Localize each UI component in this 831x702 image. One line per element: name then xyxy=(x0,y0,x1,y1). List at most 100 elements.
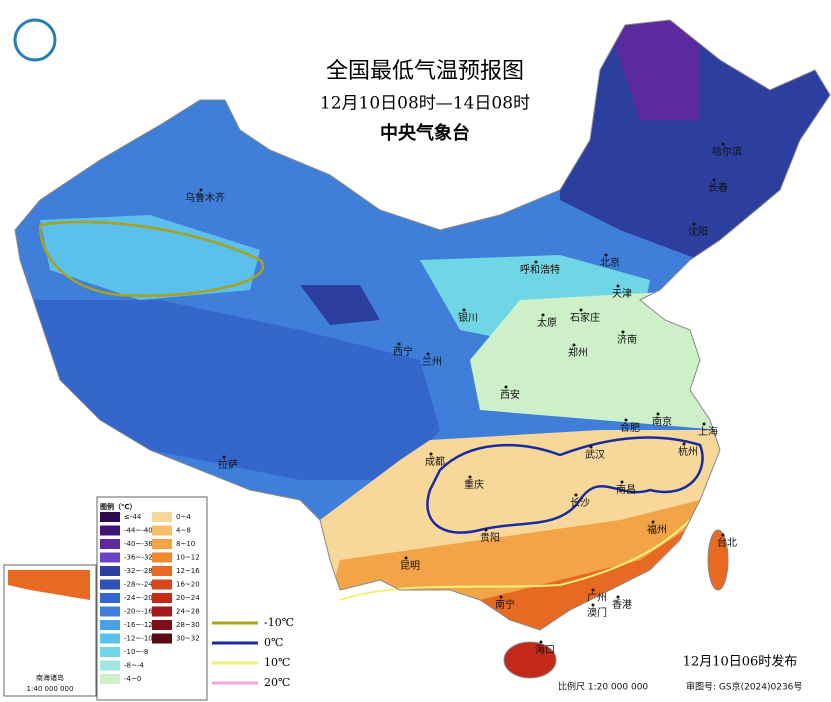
city-dot xyxy=(468,475,472,479)
legend-swatch xyxy=(100,539,120,549)
legend-label: ≤-44 xyxy=(124,513,142,521)
city-label: 长沙 xyxy=(570,497,590,509)
city-dot xyxy=(616,595,620,599)
city-label: 广州 xyxy=(587,592,607,604)
city-dot xyxy=(721,142,725,146)
legend-label: -24~-20 xyxy=(124,594,153,602)
city-label: 海口 xyxy=(535,643,555,656)
city-dot xyxy=(199,188,203,192)
legend-swatch xyxy=(100,566,120,576)
isotherm-label: -10℃ xyxy=(264,616,294,629)
legend-swatch xyxy=(152,512,172,522)
city-label: 石家庄 xyxy=(570,311,600,324)
isotherm-legend-box xyxy=(208,615,300,700)
release-time: 12月10日06时发布 xyxy=(683,654,798,670)
city-dot xyxy=(504,385,508,389)
isotherm-label: 0℃ xyxy=(264,636,283,649)
legend-label: -4~0 xyxy=(124,675,141,683)
legend-label: 30~32 xyxy=(176,635,200,643)
inset-title: 南海诸岛 xyxy=(36,673,64,682)
city-label: 香港 xyxy=(612,599,632,611)
legend-label: 8~10 xyxy=(176,540,195,548)
legend-label: 10~12 xyxy=(176,554,200,562)
isotherm-label: 20℃ xyxy=(264,676,290,689)
city-dot xyxy=(620,480,624,484)
legend-swatch xyxy=(152,579,172,590)
legend-label: 12~16 xyxy=(176,567,200,575)
city-label: 呼和浩特 xyxy=(520,264,560,276)
subtitle: 12月10日08时—14日08时 xyxy=(320,94,530,114)
city-label: 南宁 xyxy=(495,598,515,611)
legend-swatch xyxy=(100,512,120,522)
city-dot xyxy=(499,595,503,599)
city-label: 沈阳 xyxy=(688,225,708,238)
city-label: 拉萨 xyxy=(218,458,238,471)
city-label: 上海 xyxy=(698,425,718,438)
legend-label: 28~30 xyxy=(176,621,200,629)
city-dot xyxy=(429,452,433,456)
city-label: 银川 xyxy=(458,311,478,324)
agency: 中央气象台 xyxy=(380,122,470,144)
city-dot xyxy=(692,222,696,226)
city-dot xyxy=(721,533,725,537)
city-dot xyxy=(621,330,625,334)
legend-swatch xyxy=(100,606,120,617)
legend-label: 24~28 xyxy=(176,608,200,616)
legend-label: -20~-16 xyxy=(124,608,153,616)
city-dot xyxy=(651,520,655,524)
city-label: 太原 xyxy=(537,316,557,329)
city-label: 长春 xyxy=(708,182,728,194)
legend-label: -32~-28 xyxy=(124,567,153,575)
city-dot xyxy=(579,308,583,312)
city-label: 兰州 xyxy=(422,355,442,368)
city-dot xyxy=(616,284,620,288)
city-label: 西安 xyxy=(500,388,520,401)
legend-label: -16~-12 xyxy=(124,621,153,629)
hainan xyxy=(503,641,557,679)
approval: 审图号: GS京(2024)0236号 xyxy=(686,681,802,693)
city-dot xyxy=(426,352,430,356)
isotherm-label: 10℃ xyxy=(264,656,290,669)
legend-swatch xyxy=(152,539,172,549)
city-label: 昆明 xyxy=(400,560,420,572)
city-dot xyxy=(572,343,576,347)
legend-title: 图例（℃） xyxy=(100,502,136,511)
city-dot xyxy=(604,253,608,257)
city-dot xyxy=(462,308,466,312)
isotherm-minus10 xyxy=(38,220,265,297)
legend-label: 0~4 xyxy=(176,513,191,521)
city-dot xyxy=(591,603,595,607)
legend-swatch xyxy=(152,593,172,603)
city-dot xyxy=(484,528,488,532)
legend-swatch xyxy=(100,579,120,590)
city-label: 合肥 xyxy=(620,421,640,434)
city-dot xyxy=(541,313,545,317)
city-label: 贵阳 xyxy=(480,531,500,544)
city-dot xyxy=(624,418,628,422)
legend-label: 4~8 xyxy=(176,527,191,535)
legend-swatch xyxy=(100,660,120,671)
city-dot xyxy=(222,455,226,459)
legend-label: -28~-24 xyxy=(124,581,153,589)
city-dot xyxy=(534,260,538,264)
city-dot xyxy=(656,412,660,416)
city-dot xyxy=(589,445,593,449)
city-label: 杭州 xyxy=(678,445,698,458)
city-dot xyxy=(712,178,716,182)
legend-swatch xyxy=(152,566,172,576)
isotherm-legend: -10℃ 0℃ 10℃ 20℃ xyxy=(212,616,294,689)
legend-swatch xyxy=(152,606,172,617)
legend-label: 20~24 xyxy=(176,594,200,602)
inset-scale: 1:40 000 000 xyxy=(27,685,74,693)
legend-swatch xyxy=(100,552,120,563)
city-label: 南京 xyxy=(652,415,672,428)
city-label: 澳门 xyxy=(587,606,607,619)
legend-swatch xyxy=(100,525,120,536)
city-label: 台北 xyxy=(717,536,737,549)
scale: 比例尺 1:20 000 000 xyxy=(558,681,648,693)
legend-swatch xyxy=(152,525,172,536)
legend-swatch xyxy=(100,633,120,644)
city-dot xyxy=(397,342,401,346)
